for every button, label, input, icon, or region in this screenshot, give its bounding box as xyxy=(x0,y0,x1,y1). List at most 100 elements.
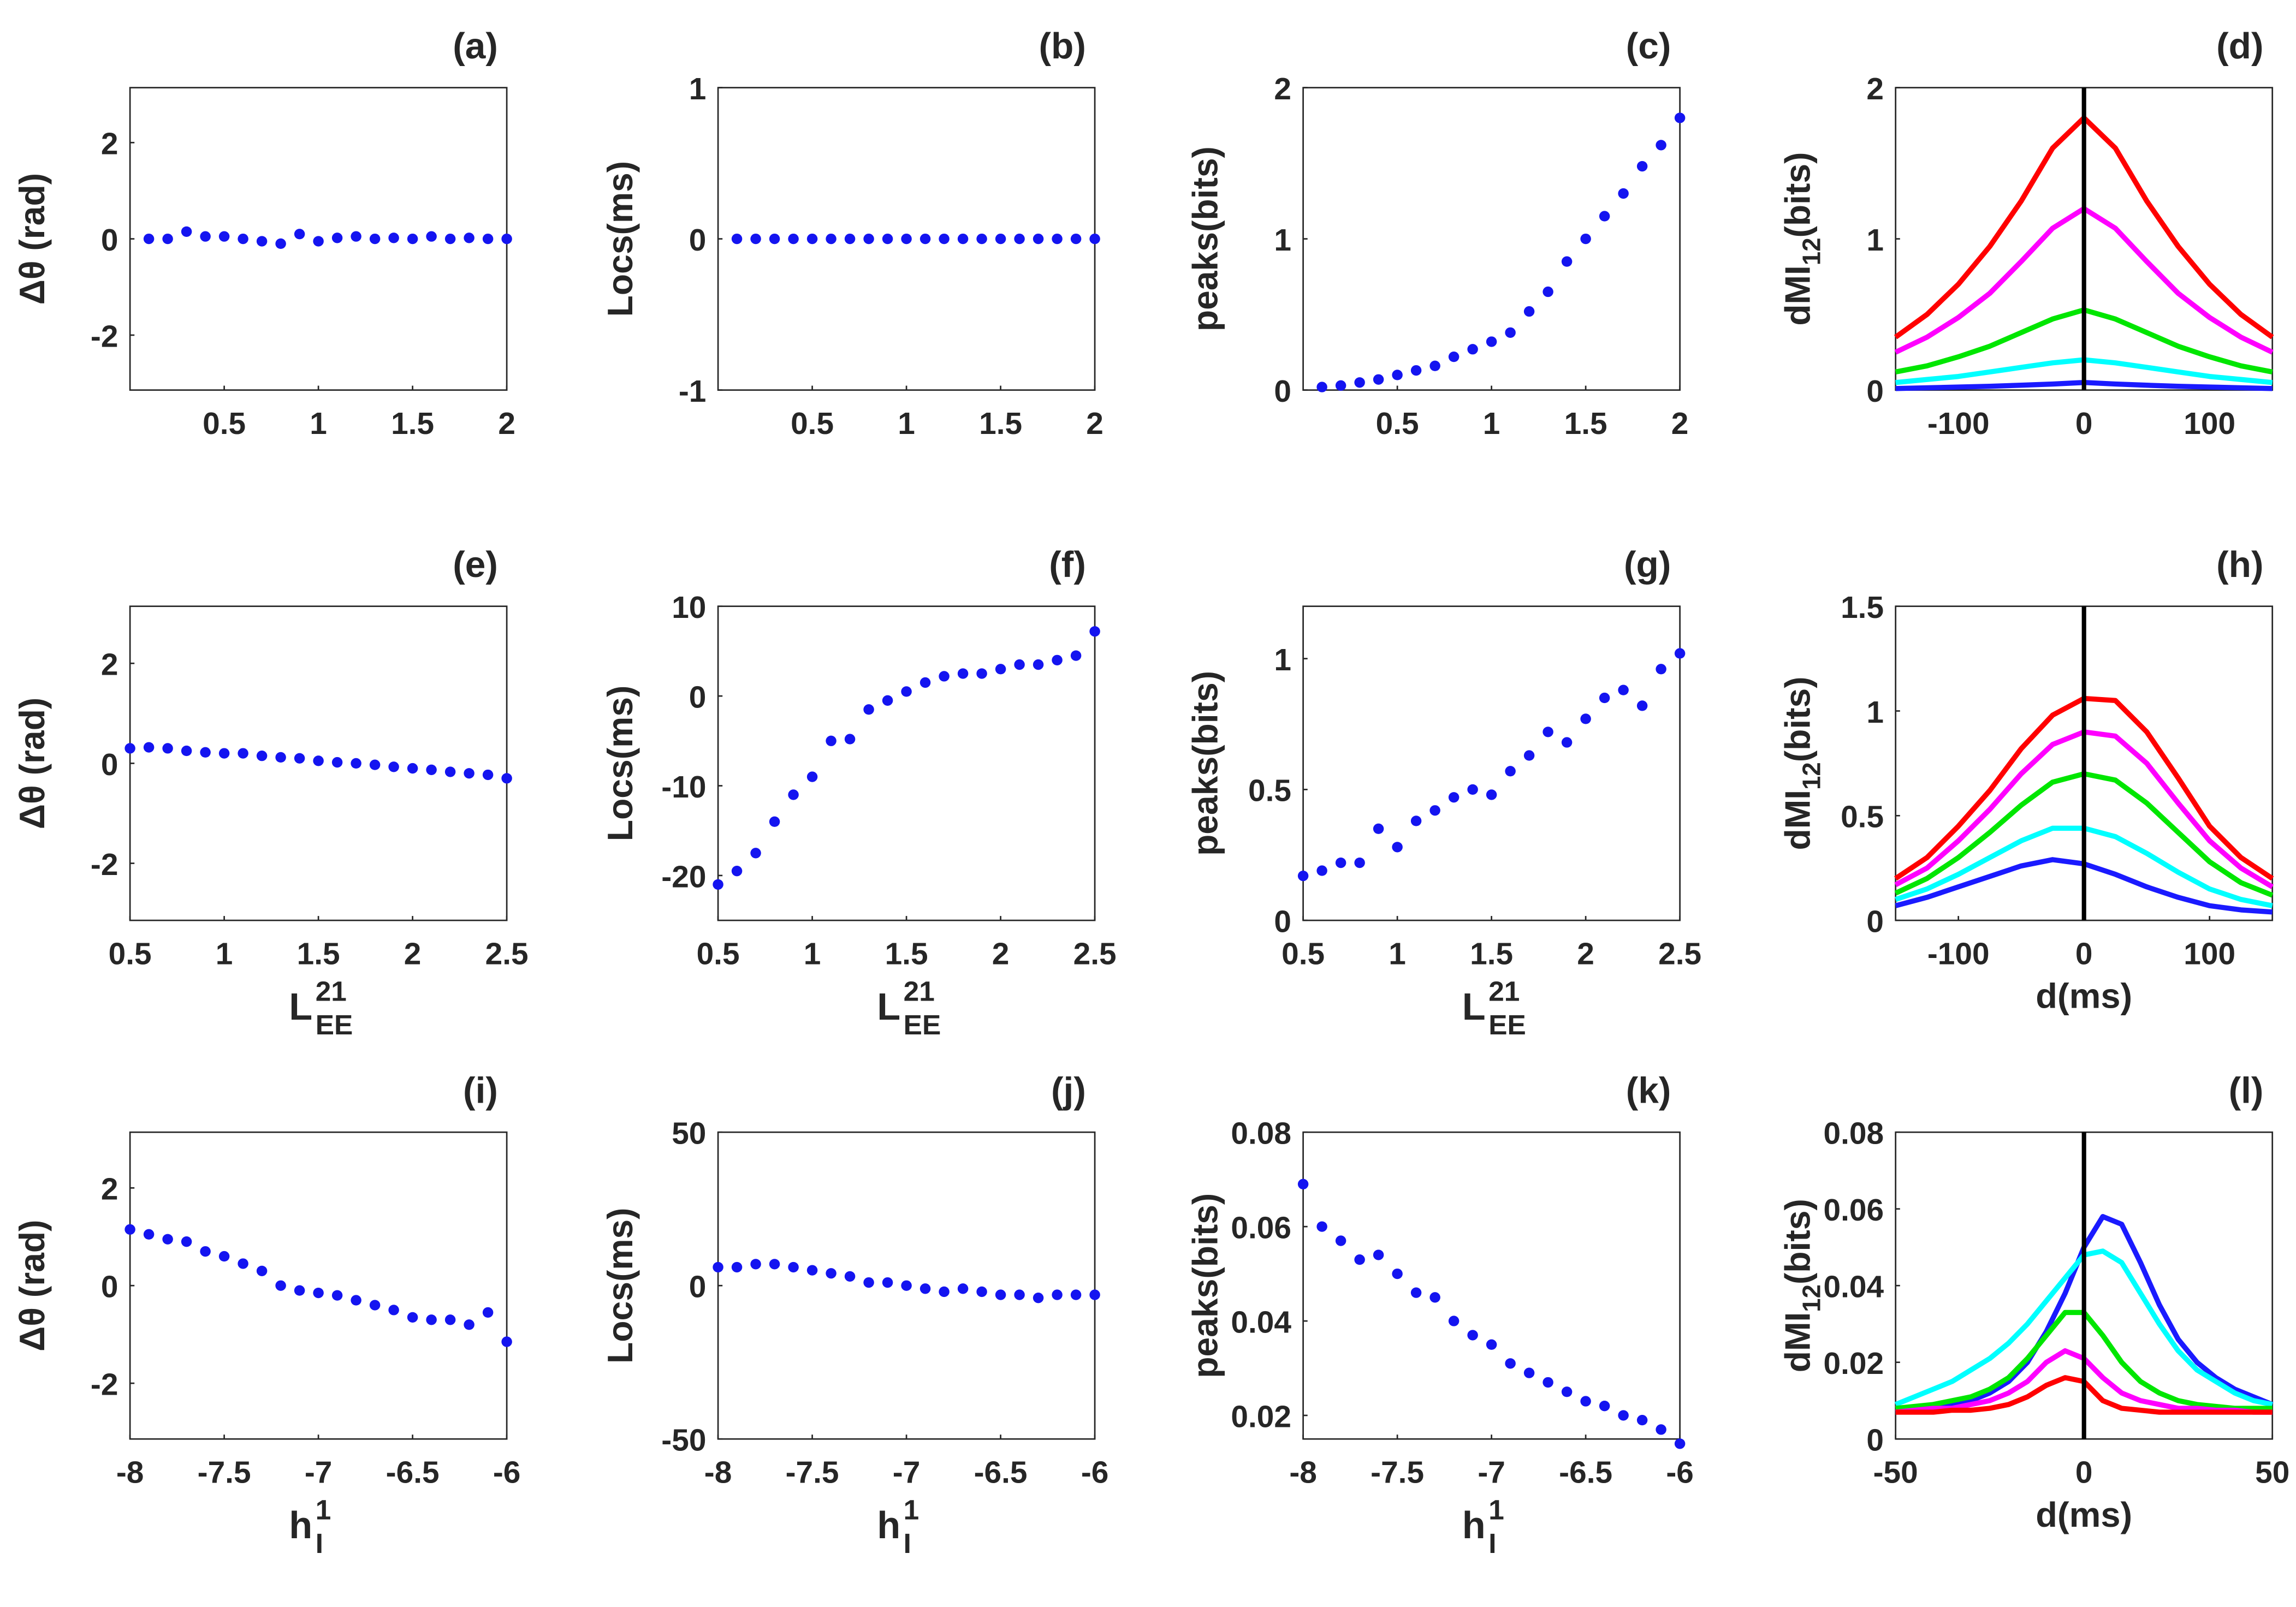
y-axis-label: Locs(ms) xyxy=(601,686,640,841)
y-tick-label: -2 xyxy=(91,1367,118,1402)
x-tick-label: -6 xyxy=(493,1455,521,1490)
data-point xyxy=(1448,1316,1460,1326)
y-tick-label: -1 xyxy=(679,374,707,408)
data-point xyxy=(218,748,230,759)
data-point xyxy=(1599,692,1610,704)
data-point xyxy=(1486,1339,1497,1350)
x-tick-label: 0.5 xyxy=(697,937,740,971)
data-point xyxy=(238,1258,248,1269)
axes-frame xyxy=(717,605,1096,921)
y-tick-label: 1 xyxy=(1274,223,1291,257)
data-point xyxy=(995,1289,1006,1300)
data-point xyxy=(806,233,818,245)
x-axis-label: L xyxy=(877,985,900,1028)
y-tick-label: -50 xyxy=(661,1423,706,1457)
data-point xyxy=(218,1251,230,1262)
data-point xyxy=(426,231,437,242)
panel: (c) 0.5 1 1.5 2 0 1 2 peaks(bits) xyxy=(1185,26,1688,440)
data-point xyxy=(407,1312,418,1323)
data-point xyxy=(407,763,418,774)
y-tick-label: 0 xyxy=(689,680,707,715)
x-tick-label: -6.5 xyxy=(974,1455,1028,1490)
data-point xyxy=(1052,654,1063,665)
data-point xyxy=(388,1305,399,1316)
data-point xyxy=(1033,659,1044,670)
data-point xyxy=(1033,233,1044,245)
data-point xyxy=(939,671,950,682)
data-point xyxy=(1392,1268,1403,1279)
x-tick-label: 1 xyxy=(216,937,233,971)
axes-frame xyxy=(1302,1131,1681,1440)
data-point xyxy=(1316,382,1327,392)
data-point xyxy=(426,1314,437,1325)
data-point xyxy=(1014,659,1025,670)
data-point xyxy=(882,695,893,706)
panel-title: (j) xyxy=(1051,1070,1086,1111)
data-point xyxy=(162,233,173,245)
data-point xyxy=(882,1277,893,1288)
data-point xyxy=(1674,112,1686,123)
y-label-tail: (bits) xyxy=(1778,676,1817,762)
y-tick-label: 2 xyxy=(1866,72,1884,106)
data-point xyxy=(218,231,230,242)
data-point xyxy=(464,768,474,779)
y-label-main: dMI xyxy=(1778,1312,1817,1373)
data-point xyxy=(369,759,381,770)
data-point xyxy=(1561,737,1573,748)
panel-title: (b) xyxy=(1039,26,1085,67)
x-tick-label: 2.5 xyxy=(1658,937,1701,971)
data-point xyxy=(1636,1414,1648,1426)
data-point xyxy=(1354,1254,1365,1265)
x-tick-label: 2 xyxy=(498,406,515,441)
x-axis-label: h xyxy=(1462,1504,1486,1547)
data-point xyxy=(444,233,456,245)
data-point xyxy=(826,1268,836,1279)
data-point xyxy=(482,1307,494,1318)
x-tick-label: 1 xyxy=(310,406,327,441)
data-point xyxy=(143,1229,155,1240)
y-tick-label: -2 xyxy=(91,319,118,354)
data-point xyxy=(482,233,494,245)
x-tick-label: 0 xyxy=(2075,1455,2093,1490)
y-tick-label: 0.02 xyxy=(1231,1400,1291,1434)
data-point xyxy=(1618,1410,1629,1421)
y-label-main: Δθ (rad) xyxy=(13,698,52,829)
panel: (i) -8 -7.5 -7 -6.5 -6 -2 0 2 Δθ (rad) h 1I xyxy=(13,1070,521,1559)
x-tick-label: 0.5 xyxy=(109,937,152,971)
y-axis-label: peaks(bits) xyxy=(1185,1193,1225,1378)
data-point xyxy=(844,1271,856,1282)
data-point xyxy=(482,769,494,781)
y-label-main: Δθ (rad) xyxy=(13,173,52,305)
data-point xyxy=(844,734,856,745)
x-label-sup: 21 xyxy=(316,976,347,1007)
data-point xyxy=(919,677,931,688)
x-tick-label: 2 xyxy=(992,937,1010,971)
x-label-sup: 1 xyxy=(904,1495,919,1526)
y-tick-label: 0.06 xyxy=(1231,1211,1291,1245)
data-point xyxy=(313,1287,324,1299)
data-point xyxy=(976,668,987,679)
x-tick-label: 1.5 xyxy=(979,406,1022,441)
data-point xyxy=(713,879,723,890)
data-point xyxy=(769,1259,780,1270)
data-point xyxy=(1014,233,1025,245)
x-axis-label: L xyxy=(1462,985,1486,1028)
x-tick-label: 50 xyxy=(2255,1455,2289,1490)
data-point xyxy=(1618,685,1629,695)
data-point xyxy=(1052,1289,1063,1300)
data-point xyxy=(1674,648,1686,659)
data-point xyxy=(1335,380,1346,391)
data-point xyxy=(1089,1289,1100,1300)
data-point xyxy=(1392,842,1403,853)
x-tick-label: 0.5 xyxy=(1282,937,1325,971)
data-point xyxy=(143,233,155,245)
data-point xyxy=(331,233,343,243)
data-point xyxy=(313,755,324,766)
panel-title: (f) xyxy=(1049,544,1086,585)
data-point xyxy=(1392,370,1403,380)
data-point xyxy=(1089,233,1100,245)
data-point xyxy=(1542,727,1553,737)
y-tick-label: 2 xyxy=(1274,72,1291,106)
data-point xyxy=(444,766,456,777)
